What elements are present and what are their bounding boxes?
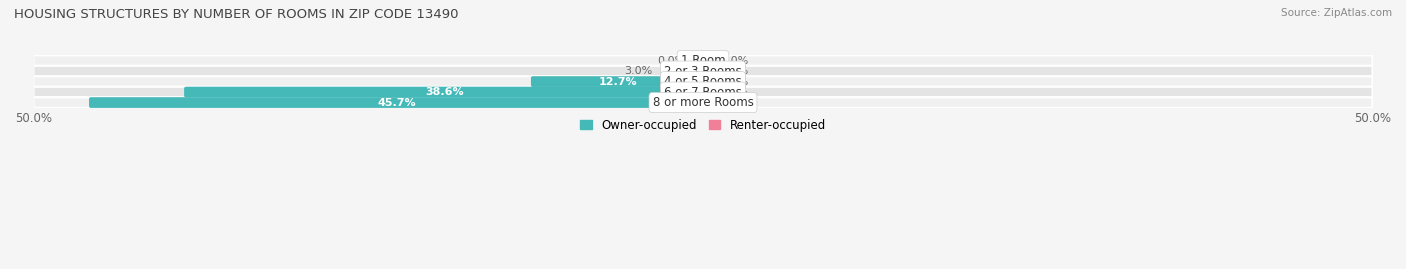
FancyBboxPatch shape [702,87,711,97]
Text: 0.0%: 0.0% [720,98,748,108]
Text: 0.0%: 0.0% [720,77,748,87]
Text: 3.0%: 3.0% [624,66,652,76]
Text: Source: ZipAtlas.com: Source: ZipAtlas.com [1281,8,1392,18]
FancyBboxPatch shape [702,55,711,66]
Legend: Owner-occupied, Renter-occupied: Owner-occupied, Renter-occupied [575,114,831,137]
FancyBboxPatch shape [34,55,1372,66]
FancyBboxPatch shape [34,87,1372,97]
Text: 1 Room: 1 Room [681,54,725,67]
Text: 4 or 5 Rooms: 4 or 5 Rooms [664,75,742,88]
FancyBboxPatch shape [34,76,1372,87]
FancyBboxPatch shape [184,87,704,97]
Text: 2 or 3 Rooms: 2 or 3 Rooms [664,65,742,77]
FancyBboxPatch shape [531,76,704,87]
FancyBboxPatch shape [661,66,704,76]
Text: 45.7%: 45.7% [378,98,416,108]
FancyBboxPatch shape [34,66,1372,76]
Text: 0.0%: 0.0% [720,56,748,66]
Text: 6 or 7 Rooms: 6 or 7 Rooms [664,86,742,98]
FancyBboxPatch shape [702,76,711,87]
FancyBboxPatch shape [89,97,704,108]
Text: 38.6%: 38.6% [425,87,464,97]
FancyBboxPatch shape [695,55,704,66]
Text: 0.0%: 0.0% [658,56,686,66]
Text: 0.0%: 0.0% [720,66,748,76]
Text: 8 or more Rooms: 8 or more Rooms [652,96,754,109]
FancyBboxPatch shape [702,66,711,76]
Text: 12.7%: 12.7% [599,77,637,87]
Text: 0.0%: 0.0% [720,87,748,97]
Text: HOUSING STRUCTURES BY NUMBER OF ROOMS IN ZIP CODE 13490: HOUSING STRUCTURES BY NUMBER OF ROOMS IN… [14,8,458,21]
FancyBboxPatch shape [702,97,711,108]
FancyBboxPatch shape [34,97,1372,108]
